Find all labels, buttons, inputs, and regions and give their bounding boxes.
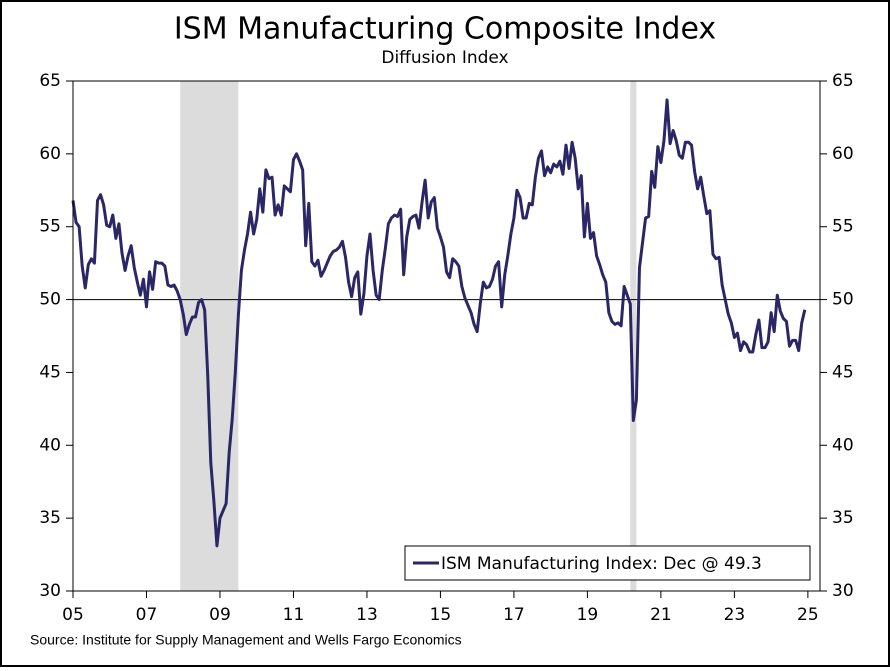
x-tick-label: 11 [283,605,305,625]
y-tick-label: 55 [39,217,61,237]
series-line [71,98,807,548]
y-tick-label: 30 [39,581,61,601]
recession-shade [180,81,239,591]
x-tick-label: 17 [503,605,525,625]
y2-tick-label: 30 [832,581,854,601]
y-tick-label: 50 [39,290,61,310]
y-tick-label: 40 [39,435,61,455]
source: Source: Institute for Supply Management … [30,632,462,648]
y-tick-label: 45 [39,362,61,382]
plot-border [72,80,821,592]
x-tick-label: 19 [577,605,599,625]
x-tick-label: 25 [797,605,819,625]
y-tick-label: 60 [39,144,61,164]
x-tick-label: 09 [209,605,231,625]
chart-subtitle: Diffusion Index [381,48,508,68]
legend-label: ISM Manufacturing Index: Dec @ 49.3 [441,554,762,574]
legend-box [404,545,811,581]
x-tick-label: 13 [356,605,378,625]
y2-tick-label: 35 [832,508,854,528]
recession-shade [630,81,637,591]
x-tick-label: 07 [136,605,158,625]
y-tick-label: 35 [39,508,61,528]
x-tick-label: 21 [650,605,672,625]
y-tick-label: 65 [39,71,61,91]
x-tick-label: 15 [430,605,452,625]
y2-tick-label: 65 [832,71,854,91]
y2-tick-label: 45 [832,362,854,382]
y2-tick-label: 40 [832,435,854,455]
y2-tick-label: 55 [832,217,854,237]
x-tick-label: 23 [724,605,746,625]
y2-tick-label: 50 [832,290,854,310]
x-tick-label: 05 [62,605,84,625]
y2-tick-label: 60 [832,144,854,164]
chart-title: ISM Manufacturing Composite Index [174,12,716,47]
